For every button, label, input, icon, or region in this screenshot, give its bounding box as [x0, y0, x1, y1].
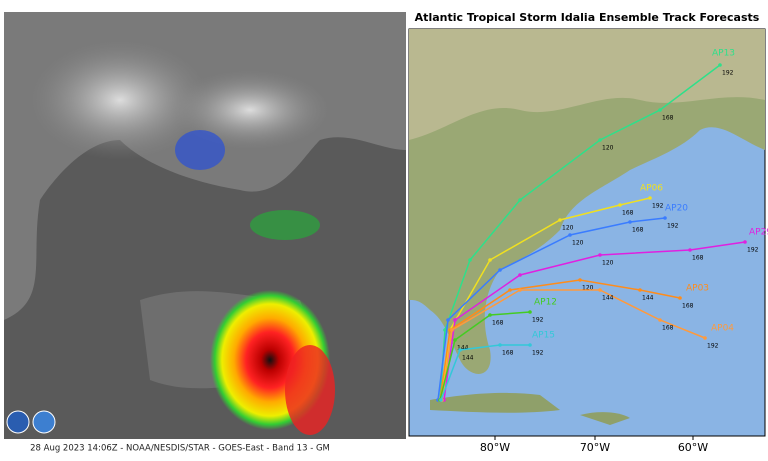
track-line [439, 279, 681, 401]
track-point [663, 216, 667, 220]
forecast-hour: 120 [562, 225, 574, 232]
forecast-hour: 168 [662, 325, 674, 332]
track-point [488, 258, 492, 262]
track-point [638, 288, 642, 292]
convection [250, 210, 320, 240]
track-point [498, 268, 502, 272]
forecast-hour: 168 [682, 303, 694, 310]
land-north [409, 29, 765, 140]
track-point [458, 348, 462, 352]
nesdis-logo [32, 410, 56, 434]
track-point [518, 198, 522, 202]
hispaniola [580, 412, 630, 425]
track-point [598, 253, 602, 257]
map-panel [408, 28, 766, 437]
forecast-hour: 192 [707, 343, 719, 350]
lon-label: 70°W [580, 441, 610, 454]
cuba [430, 392, 560, 413]
track-point [446, 318, 450, 322]
track-point [558, 218, 562, 222]
track-point [439, 398, 443, 402]
forecast-hour: 144 [457, 345, 469, 352]
track-point [528, 343, 532, 347]
land [409, 29, 765, 374]
cloud [170, 70, 330, 150]
track-label: AP29 [749, 228, 768, 238]
track-label: AP13 [712, 49, 735, 59]
track-point [578, 278, 582, 282]
forecast-hour: 168 [622, 210, 634, 217]
forecast-hour: 168 [662, 115, 674, 122]
track-label: AP06 [640, 184, 663, 194]
storm-band [285, 345, 335, 435]
track-label: AP03 [686, 284, 709, 294]
track-point [518, 273, 522, 277]
forecast-hour: 120 [602, 145, 614, 152]
track-point [598, 138, 602, 142]
track-point [450, 328, 454, 332]
track-point [468, 258, 472, 262]
cloud [30, 40, 210, 160]
track-line [437, 217, 666, 401]
longitude-labels: 80°W 70°W 60°W [480, 436, 708, 454]
track-point [703, 336, 707, 340]
track-label: AP12 [534, 298, 557, 308]
forecast-hour: 168 [692, 255, 704, 262]
track-point [568, 233, 572, 237]
track-point [518, 288, 522, 292]
track-point [658, 108, 662, 112]
satellite-caption: 28 Aug 2023 14:06Z - NOAA/NESDIS/STAR - … [30, 444, 330, 454]
track-label: AP20 [665, 204, 688, 214]
track-point [648, 196, 652, 200]
track-point [688, 248, 692, 252]
track-line [441, 289, 706, 401]
track-point [628, 220, 632, 224]
track-line [439, 311, 531, 401]
map-title: Atlantic Tropical Storm Idalia Ensemble … [415, 11, 760, 24]
track-line [443, 241, 746, 401]
convection [175, 130, 225, 170]
track-point [453, 338, 457, 342]
forecast-hour: 192 [532, 350, 544, 357]
forecast-hour: 192 [747, 247, 759, 254]
track-point [678, 296, 682, 300]
lon-label: 80°W [480, 441, 510, 454]
forecast-hour: 144 [462, 355, 474, 362]
track-point [498, 343, 502, 347]
forecast-hour: 120 [602, 260, 614, 267]
forecast-hour: 192 [667, 223, 679, 230]
tracks: 120168192AP13120168192AP06120168192AP201… [436, 49, 768, 402]
lon-label: 60°W [678, 441, 708, 454]
forecast-hour: 120 [582, 285, 594, 292]
noaa-logo [6, 410, 30, 434]
track-point [598, 288, 602, 292]
forecast-hour: 144 [642, 295, 654, 302]
forecast-hour: 144 [602, 295, 614, 302]
forecast-hour: 192 [532, 317, 544, 324]
forecast-hour: 168 [502, 350, 514, 357]
forecast-hour: 168 [632, 227, 644, 234]
satellite-panel [4, 12, 406, 439]
track-point [743, 240, 747, 244]
track-point [453, 318, 457, 322]
forecast-hour: 192 [722, 70, 734, 77]
track-label: AP15 [532, 331, 555, 341]
track-line [440, 344, 530, 401]
track-point [658, 318, 662, 322]
track-point [718, 63, 722, 67]
forecast-hour: 120 [572, 240, 584, 247]
track-label: AP04 [711, 324, 734, 334]
track-point [488, 313, 492, 317]
track-point [618, 203, 622, 207]
track-point [528, 310, 532, 314]
forecast-hour: 168 [492, 320, 504, 327]
track-point [508, 288, 512, 292]
forecast-hour: 192 [652, 203, 664, 210]
